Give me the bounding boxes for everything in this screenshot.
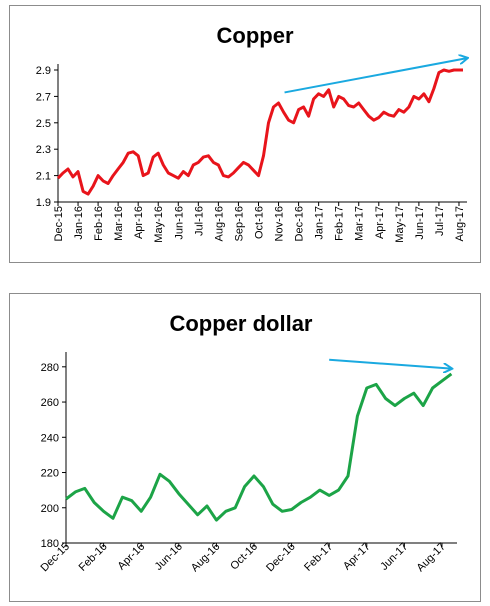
y-tick-label: 2.9 bbox=[36, 65, 51, 77]
y-tick-label: 180 bbox=[41, 538, 59, 550]
y-tick-label: 2.1 bbox=[36, 171, 51, 183]
x-tick-label: Sep-16 bbox=[233, 206, 245, 241]
x-tick-label: Apr-17 bbox=[341, 541, 373, 573]
x-tick-label: Jan-17 bbox=[314, 206, 326, 240]
x-tick-label: Mar-17 bbox=[354, 206, 366, 241]
copper-chart-panel: Copper 1.9 2.1 2.3 2.5 2.7 2.9 Dec-15 Jan-16 Feb-… bbox=[9, 5, 481, 263]
y-tick-label: 2.5 bbox=[36, 118, 51, 130]
y-tick-label: 280 bbox=[41, 362, 59, 374]
x-tick-label: Feb-16 bbox=[93, 206, 105, 241]
x-tick-label: Jan-16 bbox=[73, 206, 85, 240]
y-tick-label: 2.3 bbox=[36, 144, 51, 156]
x-tick-label: Jun-17 bbox=[414, 206, 426, 240]
x-tick-label: May-17 bbox=[394, 206, 406, 243]
x-tick-label: Dec-15 bbox=[53, 206, 65, 241]
x-tick-label: Aug-17 bbox=[454, 206, 466, 241]
x-tick-label: Jul-17 bbox=[434, 206, 446, 236]
y-tick-label: 240 bbox=[41, 432, 59, 444]
chart-title: Copper bbox=[217, 23, 294, 48]
x-tick-label: Dec-16 bbox=[264, 541, 298, 575]
y-tick-label: 260 bbox=[41, 397, 59, 409]
copper-chart: Copper 1.9 2.1 2.3 2.5 2.7 2.9 Dec-15 Jan-16 Feb-… bbox=[36, 23, 480, 243]
x-tick-label: Aug-16 bbox=[189, 541, 223, 575]
y-tick-label: 220 bbox=[41, 468, 59, 480]
x-tick-label: Apr-16 bbox=[133, 206, 145, 239]
x-tick-label: May-16 bbox=[153, 206, 165, 243]
x-tick-label: Oct-16 bbox=[228, 541, 260, 573]
x-tick-label: Feb-17 bbox=[334, 206, 346, 241]
series-line bbox=[65, 372, 453, 522]
y-tick-label: 1.9 bbox=[36, 197, 51, 209]
x-tick-label: Apr-16 bbox=[115, 541, 147, 573]
x-tick-label: Jun-16 bbox=[153, 541, 185, 573]
x-tick-label: Aug-16 bbox=[213, 206, 225, 241]
x-tick-label: Aug-17 bbox=[415, 541, 449, 575]
copper-dollar-chart-panel: Copper dollar 180 200 220 240 260 280 Dec-15 Feb… bbox=[9, 293, 481, 602]
chart-title: Copper dollar bbox=[169, 311, 312, 336]
series-line bbox=[56, 68, 463, 196]
x-tick-label: Jul-16 bbox=[193, 206, 205, 236]
trend-arrow bbox=[284, 58, 467, 94]
x-tick-label: Jun-17 bbox=[378, 541, 410, 573]
y-tick-label: 200 bbox=[41, 503, 59, 515]
x-tick-label: Nov-16 bbox=[274, 206, 286, 241]
x-tick-label: Apr-17 bbox=[374, 206, 386, 239]
x-tick-label: Oct-16 bbox=[253, 206, 265, 239]
x-tick-label: Dec-16 bbox=[294, 206, 306, 241]
x-tick-label: Jun-16 bbox=[173, 206, 185, 240]
x-tick-label: Feb-17 bbox=[302, 541, 335, 574]
trend-arrow bbox=[329, 358, 451, 369]
y-tick-label: 2.7 bbox=[36, 91, 51, 103]
x-tick-label: Mar-16 bbox=[113, 206, 125, 241]
x-tick-label: Feb-16 bbox=[77, 541, 110, 574]
